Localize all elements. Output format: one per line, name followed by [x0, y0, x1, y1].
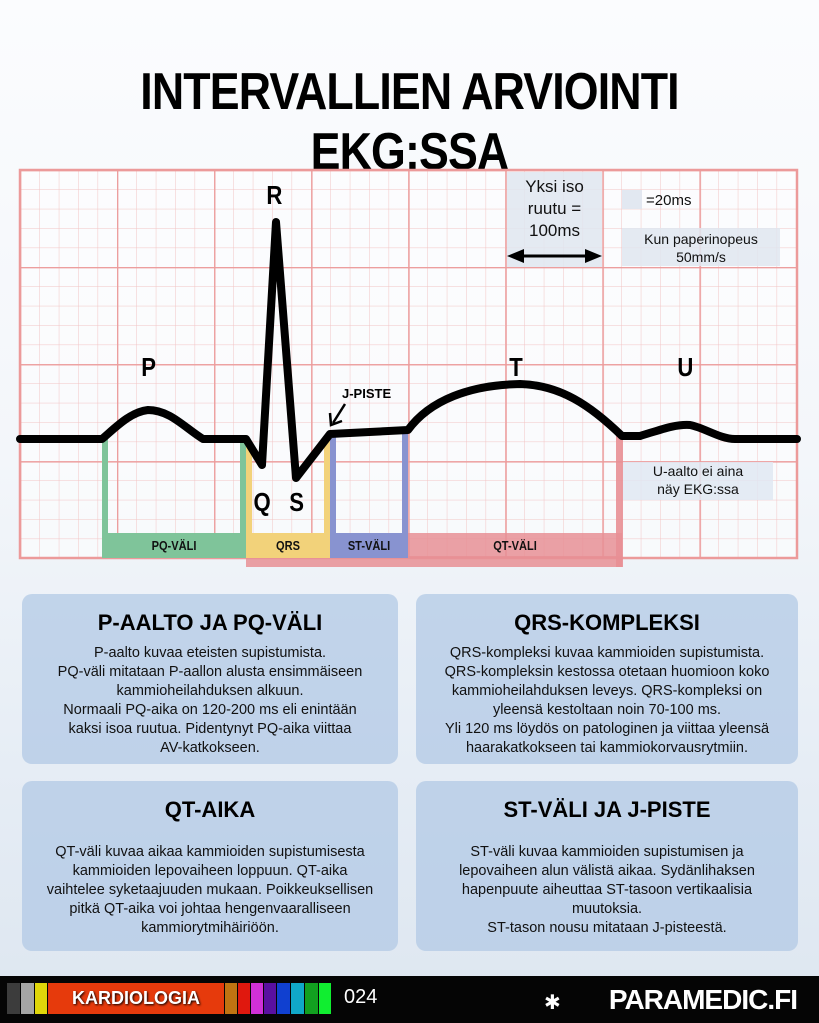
- color-swatch: [305, 983, 318, 1014]
- card-p-wave-pq: P-AALTO JA PQ-VÄLI P-aalto kuvaa eteiste…: [22, 594, 398, 764]
- u-wave-note: U-aalto ei aina näy EKG:ssa: [623, 462, 773, 500]
- qt-interval-label: QT-VÄLI: [493, 538, 537, 553]
- color-swatch: [35, 983, 47, 1014]
- small-box-note: =20ms: [646, 192, 692, 209]
- interval-brackets: [102, 432, 623, 567]
- ecg-trace: [16, 218, 801, 482]
- color-swatch: [291, 983, 304, 1014]
- card-title: QT-AIKA: [164, 797, 256, 822]
- ecg-grid-chart: [16, 168, 801, 567]
- r-wave-label: R: [266, 180, 283, 210]
- qrs-interval-label: QRS: [276, 538, 300, 553]
- st-interval-label: ST-VÄLI: [347, 538, 391, 553]
- color-swatch: [319, 983, 331, 1014]
- card-body: QT-väli kuvaa aikaa kammioiden supistumi…: [46, 844, 374, 936]
- s-wave-label: S: [289, 487, 305, 517]
- card-body: QRS-kompleksi kuvaa kammioiden supistumi…: [444, 645, 770, 756]
- color-swatch: [251, 983, 263, 1014]
- card-qrs-complex: QRS-KOMPLEKSI QRS-kompleksi kuvaa kammio…: [416, 594, 798, 764]
- page-title: INTERVALLIEN ARVIOINTI EKG:SSA: [140, 63, 679, 181]
- card-body: ST-väli kuvaa kammioiden supistumisen ja…: [459, 844, 755, 936]
- star-of-life-icon: ✱: [544, 992, 561, 1014]
- card-st-segment-j-point: ST-VÄLI JA J-PISTE ST-väli kuvaa kammioi…: [416, 781, 798, 951]
- issue-number: 024: [344, 986, 378, 1008]
- color-swatch: [225, 983, 237, 1014]
- scale-note: Yksi iso ruutu = 100ms: [525, 177, 584, 240]
- card-title: P-AALTO JA PQ-VÄLI: [97, 610, 323, 635]
- j-point-arrow-icon: [328, 403, 347, 427]
- q-wave-label: Q: [253, 487, 271, 517]
- card-qt-time: QT-AIKA QT-väli kuvaa aikaa kammioiden s…: [22, 781, 398, 951]
- p-wave-label: P: [141, 352, 157, 382]
- brand-logo: PARAMEDIC.FI: [608, 984, 798, 1015]
- category-badge: KARDIOLOGIA: [48, 983, 224, 1014]
- j-point-label: J-PISTE: [342, 386, 392, 401]
- card-body: P-aalto kuvaa eteisten supistumista. PQ-…: [57, 645, 363, 756]
- color-swatch: [7, 983, 20, 1014]
- pq-interval-label: PQ-VÄLI: [151, 538, 197, 553]
- color-swatch: [238, 983, 250, 1014]
- color-swatch: [264, 983, 276, 1014]
- footer-bar: KARDIOLOGIA 024 ✱ PARAMEDIC.FI: [0, 976, 819, 1023]
- color-swatch: [21, 983, 34, 1014]
- card-title: QRS-KOMPLEKSI: [514, 610, 700, 635]
- double-arrow-icon: [507, 249, 602, 263]
- t-wave-label: T: [509, 352, 523, 382]
- u-wave-label: U: [677, 352, 694, 382]
- paper-speed-note: Kun paperinopeus 50mm/s: [644, 231, 758, 265]
- card-title: ST-VÄLI JA J-PISTE: [503, 797, 711, 822]
- color-swatch: [277, 983, 290, 1014]
